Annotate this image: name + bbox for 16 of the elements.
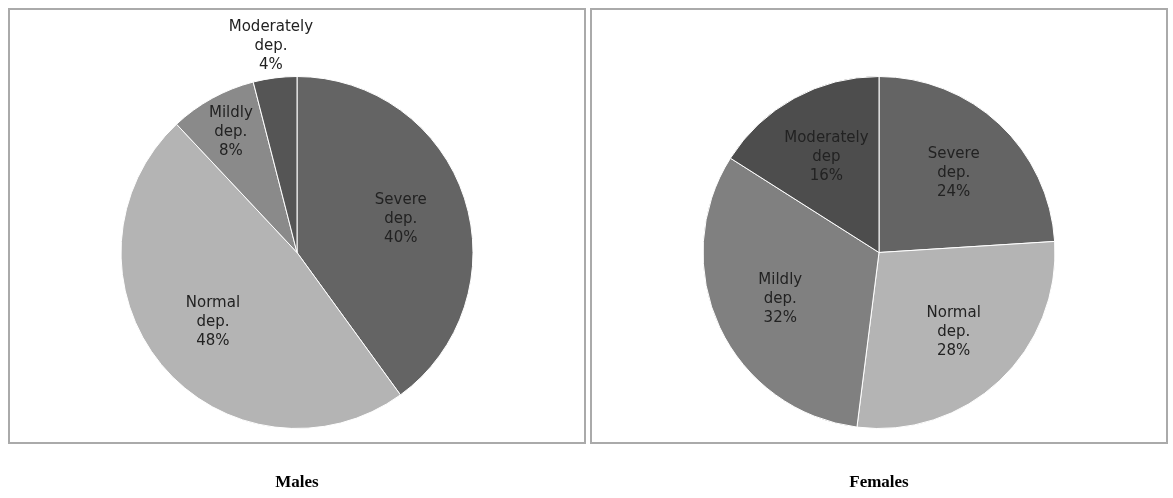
slice-label: Normal dep. [926, 302, 981, 340]
slice-label: Mildly dep. [758, 269, 803, 307]
slice-label: Moderately dep. [228, 16, 314, 54]
data-label: 32% [763, 307, 797, 326]
data-label: 24% [937, 181, 971, 200]
text: Males [274, 472, 320, 492]
data-label: 8% [218, 140, 243, 159]
data-label: 48% [196, 330, 230, 349]
data-label: 4% [259, 54, 283, 73]
data-label: 40% [384, 227, 418, 246]
text: Females [848, 472, 910, 492]
slice-label: Severe dep. [374, 189, 427, 227]
slice-label: Normal dep. [185, 292, 241, 330]
slice-label: Mildly dep. [208, 102, 253, 140]
slice-label: Severe dep. [927, 143, 980, 181]
data-label: 28% [937, 340, 971, 359]
